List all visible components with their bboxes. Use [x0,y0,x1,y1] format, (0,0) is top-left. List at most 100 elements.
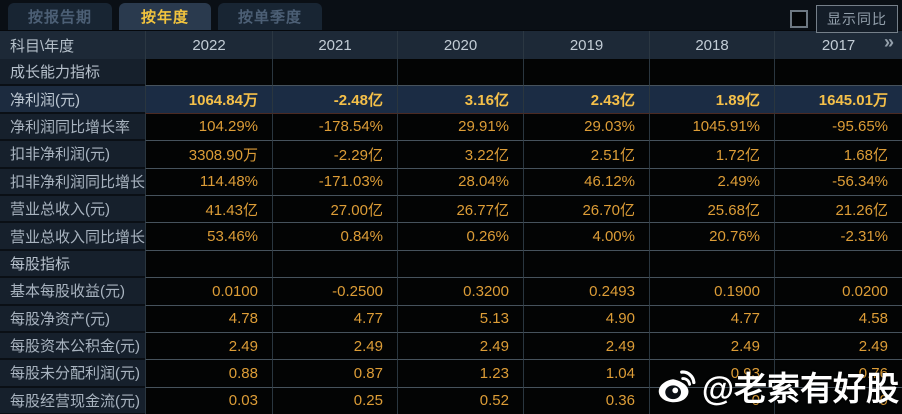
table-row[interactable]: 每股未分配利润(元) 0.88 0.87 1.23 1.04 0.93 0.76 [0,360,902,388]
row-value [774,250,902,279]
row-value: 0.2493 [523,278,649,306]
row-label: 基本每股收益(元) [0,278,145,306]
table-row[interactable]: 每股资本公积金(元) 2.49 2.49 2.49 2.49 2.49 2.49 [0,332,902,361]
row-value: 53.46% [145,223,272,251]
row-value: 0 [649,387,774,414]
row-value: -2.29亿 [272,141,397,169]
table-body: 成长能力指标 净利润(元) 1064.84万 -2.48亿 3.16亿 2.43… [0,59,902,414]
table-row[interactable]: 净利润同比增长率 104.29% -178.54% 29.91% 29.03% … [0,113,902,142]
row-value: 0.52 [397,387,523,414]
row-value: 1645.01万 [774,86,902,114]
row-label: 每股资本公积金(元) [0,332,145,361]
table-row[interactable]: 每股经营现金流(元) 0.03 0.25 0.52 0.36 0 9 [0,387,902,414]
row-label: 每股净资产(元) [0,305,145,333]
table-row[interactable]: 每股净资产(元) 4.78 4.77 5.13 4.90 4.77 4.58 [0,305,902,333]
row-value: 0.1900 [649,278,774,306]
row-value: 2.49% [649,168,774,196]
table-row[interactable]: 营业总收入(元) 41.43亿 27.00亿 26.77亿 26.70亿 25.… [0,195,902,224]
row-label: 营业总收入(元) [0,195,145,224]
table-header-row: 科目\年度 2022 2021 2020 2019 2018 2017 » [0,30,902,59]
row-value: 20.76% [649,223,774,251]
row-value: 0.76 [774,360,902,388]
table-row[interactable]: 基本每股收益(元) 0.0100 -0.2500 0.3200 0.2493 0… [0,278,902,306]
row-value: 41.43亿 [145,195,272,224]
row-value [397,250,523,279]
row-value: 1.68亿 [774,141,902,169]
row-value: 0.25 [272,387,397,414]
table-row[interactable]: 成长能力指标 [0,59,902,87]
row-value: 1.72亿 [649,141,774,169]
row-value: 29.03% [523,113,649,142]
row-value: 4.58 [774,305,902,333]
row-value: 2.49 [145,332,272,361]
period-tabbar: 按报告期 按年度 按单季度 [0,0,902,30]
row-label: 成长能力指标 [0,59,145,87]
more-columns-icon[interactable]: » [883,32,894,52]
table-row[interactable]: 扣非净利润(元) 3308.90万 -2.29亿 3.22亿 2.51亿 1.7… [0,141,902,169]
row-value: -0.2500 [272,278,397,306]
row-value: 2.49 [774,332,902,361]
row-value: 0.36 [523,387,649,414]
row-value [523,59,649,87]
row-value: 1045.91% [649,113,774,142]
row-value: 0.03 [145,387,272,414]
row-value: 1.89亿 [649,86,774,114]
table-row[interactable]: 营业总收入同比增长率 53.46% 0.84% 0.26% 4.00% 20.7… [0,223,902,251]
column-header-year: 2020 [397,31,523,59]
column-header-year: 2022 [145,31,272,59]
row-value: 2.49 [272,332,397,361]
show-yoy-label[interactable]: 显示同比 [816,5,898,33]
row-value: 4.77 [272,305,397,333]
show-yoy-checkbox[interactable] [790,10,808,28]
row-value [272,250,397,279]
year-label: 2017 [821,36,856,54]
row-value: 114.48% [145,168,272,196]
table-row[interactable]: 每股指标 [0,250,902,279]
row-value [649,59,774,87]
row-label: 每股指标 [0,250,145,279]
row-value: 4.78 [145,305,272,333]
row-value: 29.91% [397,113,523,142]
row-value: 2.51亿 [523,141,649,169]
row-value: -178.54% [272,113,397,142]
row-value: 1.23 [397,360,523,388]
row-value [145,250,272,279]
row-value: 46.12% [523,168,649,196]
tab-by-single-quarter[interactable]: 按单季度 [218,3,323,30]
row-value: 4.00% [523,223,649,251]
column-header-year: 2019 [523,31,649,59]
row-value: 104.29% [145,113,272,142]
row-value: 0.0200 [774,278,902,306]
tab-by-report-period[interactable]: 按报告期 [8,3,113,30]
table-row[interactable]: 扣非净利润同比增长率 114.48% -171.03% 28.04% 46.12… [0,168,902,196]
row-value [523,250,649,279]
row-value: 3.22亿 [397,141,523,169]
table-row[interactable]: 净利润(元) 1064.84万 -2.48亿 3.16亿 2.43亿 1.89亿… [0,86,902,114]
row-label: 扣非净利润同比增长率 [0,168,145,196]
row-value: -2.48亿 [272,86,397,114]
row-value: 21.26亿 [774,195,902,224]
row-value: 0.3200 [397,278,523,306]
row-value: 0.26% [397,223,523,251]
row-value [774,59,902,87]
row-value [649,250,774,279]
row-value: 26.70亿 [523,195,649,224]
row-value: 2.49 [397,332,523,361]
row-value: -95.65% [774,113,902,142]
row-value: 3.16亿 [397,86,523,114]
row-label: 净利润(元) [0,86,145,114]
row-value: 25.68亿 [649,195,774,224]
row-value: 0.0100 [145,278,272,306]
row-label: 每股经营现金流(元) [0,387,145,414]
row-label: 每股未分配利润(元) [0,360,145,388]
row-value: 28.04% [397,168,523,196]
row-value: -56.34% [774,168,902,196]
tab-by-year[interactable]: 按年度 [119,3,212,30]
row-value [145,59,272,87]
row-value: 9 [774,387,902,414]
row-value: 4.77 [649,305,774,333]
column-header-year: 2021 [272,31,397,59]
corner-header: 科目\年度 [10,37,75,55]
row-value: 0.93 [649,360,774,388]
row-label: 净利润同比增长率 [0,113,145,142]
